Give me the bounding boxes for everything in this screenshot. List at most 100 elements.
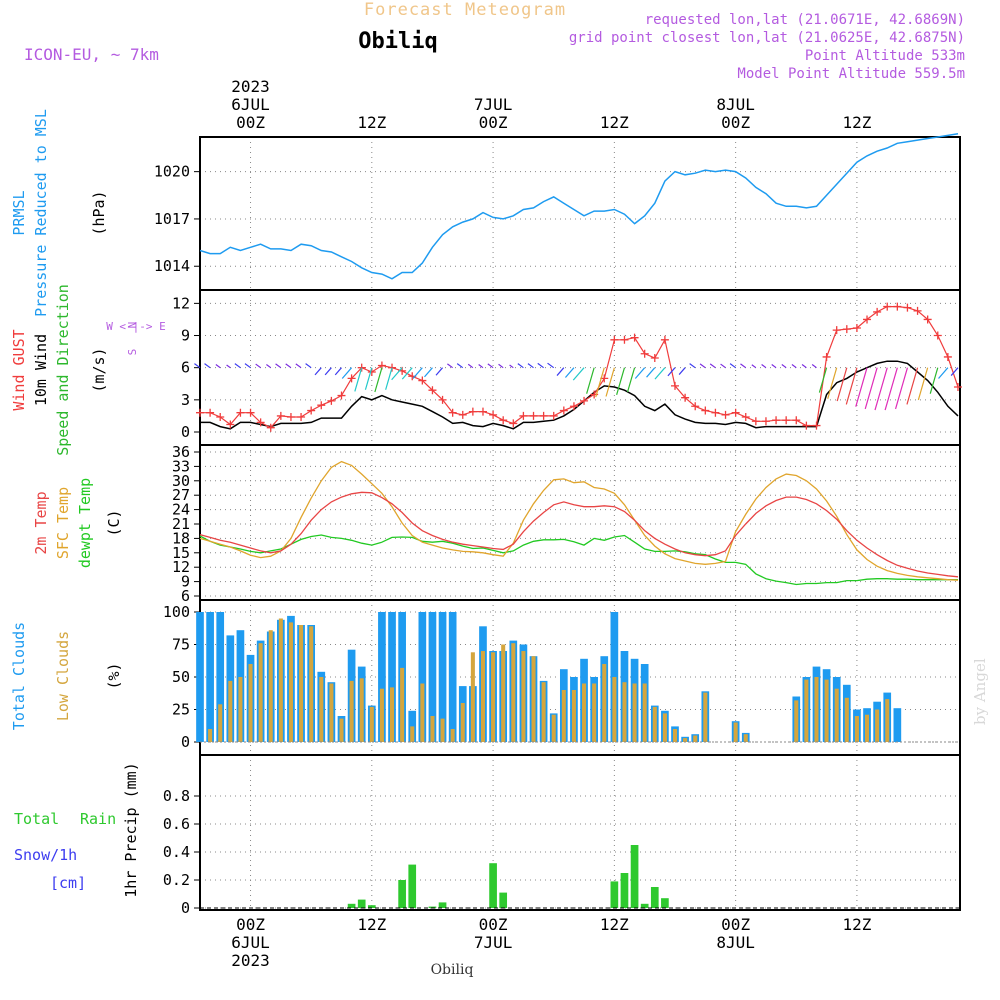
rain-bar: [398, 880, 406, 908]
low-cloud-bar: [369, 706, 374, 742]
y-tick-label: 50: [172, 668, 190, 686]
snow-label: Snow/1h: [14, 846, 77, 864]
direction-arrow: [689, 363, 696, 369]
direction-arrow: [509, 364, 514, 369]
gust-marker: [640, 349, 649, 358]
low-cloud-bar: [248, 664, 253, 742]
gust-marker: [691, 402, 700, 411]
direction-arrow: [855, 367, 868, 407]
gust-marker: [610, 335, 619, 344]
low-cloud-bar: [278, 618, 283, 742]
direction-arrow: [527, 363, 534, 369]
low-cloud-bar: [642, 683, 647, 742]
gust-marker: [499, 416, 508, 425]
direction-arrow: [771, 364, 777, 369]
direction-arrow: [874, 367, 888, 411]
low-cloud-bar: [622, 682, 627, 742]
direction-arrow: [385, 367, 393, 390]
panel-label: 10m Wind: [32, 334, 50, 406]
low-cloud-bar: [501, 644, 506, 742]
low-cloud-bar: [683, 738, 688, 742]
low-cloud-bar: [309, 626, 314, 742]
total-cloud-bar: [428, 612, 437, 742]
y-tick-label: 36: [172, 443, 190, 461]
panel-label: (C): [105, 509, 123, 536]
gust-marker: [286, 412, 295, 421]
direction-arrow: [547, 362, 555, 369]
bottom-time-label: 7JUL: [474, 933, 513, 952]
panel-label: Pressure Reduced to MSL: [32, 109, 50, 317]
rain-bar: [347, 903, 356, 908]
low-cloud-bar: [420, 683, 425, 742]
panels: 1014 1017 1020 PRMSL Pressure Reduced to MSL…: [10, 109, 962, 917]
low-cloud-bar: [804, 679, 809, 742]
y-tick-label: 12: [172, 558, 190, 576]
gust-marker: [327, 396, 336, 405]
pressure-line: [199, 133, 959, 280]
total-label: Total: [14, 810, 59, 828]
low-cloud-bar: [834, 688, 839, 742]
gust-marker: [883, 302, 892, 311]
direction-arrow: [467, 363, 474, 369]
direction-arrow: [341, 367, 353, 379]
dewpt-line: [199, 534, 958, 586]
gust-marker: [448, 408, 457, 417]
low-cloud-bar: [238, 677, 243, 742]
gust-marker: [782, 416, 791, 425]
bottom-time-label: 2023: [231, 951, 270, 970]
total-cloud-bar: [196, 612, 204, 742]
y-tick-label: 0.8: [163, 787, 190, 805]
header: Forecast Meteogram Obiliq ICON-EU, ~ 7km…: [24, 0, 965, 82]
precip-axis-label: 1hr Precip (mm): [122, 762, 140, 897]
low-cloud-bar: [551, 714, 556, 742]
panel-label: (hPa): [90, 190, 108, 235]
gust-marker: [873, 307, 882, 316]
point-altitude: Point Altitude 533m: [805, 48, 965, 64]
direction-arrow: [204, 363, 211, 369]
panel-label: Total Clouds: [10, 622, 28, 730]
direction-arrow: [818, 367, 828, 393]
rain-bar: [428, 906, 437, 908]
direction-arrow: [305, 363, 312, 369]
gust-marker: [297, 412, 306, 421]
panel-label: (m/s): [90, 347, 108, 392]
y-tick-label: 6: [181, 359, 190, 377]
gust-marker: [701, 406, 710, 415]
top-time-label: 8JUL: [716, 95, 755, 114]
rain-bar: [408, 864, 417, 908]
gust-marker: [761, 417, 770, 426]
gust-marker: [812, 421, 821, 430]
low-cloud-bar: [794, 700, 799, 742]
rain-bar: [650, 887, 659, 908]
gust-marker: [246, 408, 255, 417]
low-cloud-bar: [218, 704, 223, 742]
low-cloud-bar: [854, 716, 859, 742]
low-cloud-bar: [571, 690, 576, 742]
rain-bar: [367, 905, 376, 908]
direction-arrow: [572, 367, 585, 381]
direction-arrow: [646, 367, 656, 378]
low-cloud-bar: [733, 722, 738, 742]
gust-marker: [458, 410, 467, 419]
rain-bar: [620, 873, 629, 908]
chart-title: Forecast Meteogram: [364, 0, 566, 20]
direction-arrow: [781, 364, 787, 369]
sfc-temp-line: [199, 460, 959, 581]
direction-arrow: [595, 367, 605, 398]
low-cloud-bar: [299, 625, 304, 742]
gust-marker: [893, 302, 902, 311]
gust-marker: [438, 395, 447, 404]
low-cloud-bar: [349, 680, 354, 742]
low-cloud-bar: [592, 683, 597, 742]
top-time-label: 7JUL: [474, 95, 513, 114]
panel-label: Speed and Direction: [54, 284, 72, 456]
low-cloud-bar: [541, 682, 546, 742]
direction-arrow: [836, 367, 848, 402]
rain-bar: [630, 845, 639, 908]
bottom-time-label: 6JUL: [231, 933, 270, 952]
direction-arrow: [729, 363, 736, 369]
panel-label: PRMSL: [10, 190, 28, 235]
rain-bar: [610, 881, 619, 908]
